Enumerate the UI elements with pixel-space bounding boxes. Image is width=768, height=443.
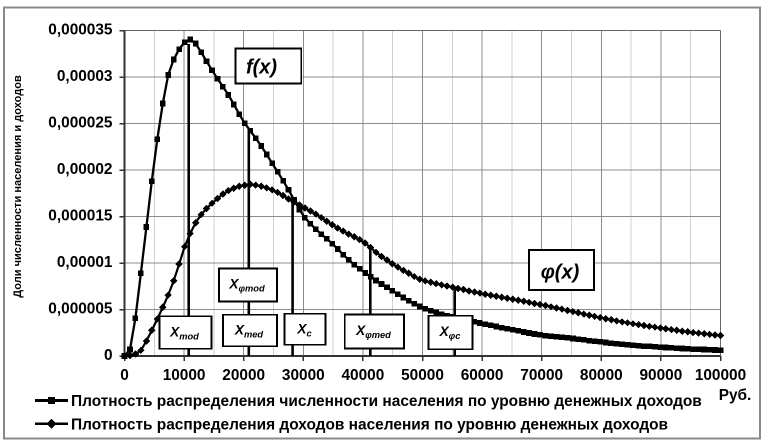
svg-text:70000: 70000 [520, 367, 563, 384]
svg-text:0: 0 [120, 367, 129, 384]
svg-text:60000: 60000 [461, 367, 504, 384]
svg-text:100000: 100000 [695, 367, 746, 384]
svg-text:φ(x): φ(x) [541, 262, 580, 284]
svg-text:20000: 20000 [222, 367, 265, 384]
svg-text:0,00003: 0,00003 [57, 68, 113, 85]
svg-text:0,000015: 0,000015 [48, 208, 113, 225]
svg-text:Плотность распределения доходо: Плотность распределения доходов населени… [71, 416, 668, 433]
svg-text:90000: 90000 [639, 367, 682, 384]
svg-text:Доли численности населения и д: Доли численности населения и доходов [12, 75, 24, 298]
svg-text:10000: 10000 [163, 367, 206, 384]
svg-text:0,000005: 0,000005 [48, 301, 113, 318]
svg-text:40000: 40000 [341, 367, 384, 384]
svg-text:0: 0 [104, 347, 113, 364]
svg-text:Руб.: Руб. [719, 387, 752, 404]
svg-text:0,000025: 0,000025 [48, 115, 113, 132]
svg-text:30000: 30000 [282, 367, 325, 384]
svg-text:80000: 80000 [580, 367, 623, 384]
svg-text:0,00001: 0,00001 [57, 254, 113, 271]
svg-text:0,000035: 0,000035 [48, 22, 113, 39]
svg-text:f(x): f(x) [246, 57, 277, 79]
svg-text:0,00002: 0,00002 [57, 161, 113, 178]
svg-text:50000: 50000 [401, 367, 444, 384]
svg-text:Плотность распределения числен: Плотность распределения численности насе… [71, 393, 702, 410]
